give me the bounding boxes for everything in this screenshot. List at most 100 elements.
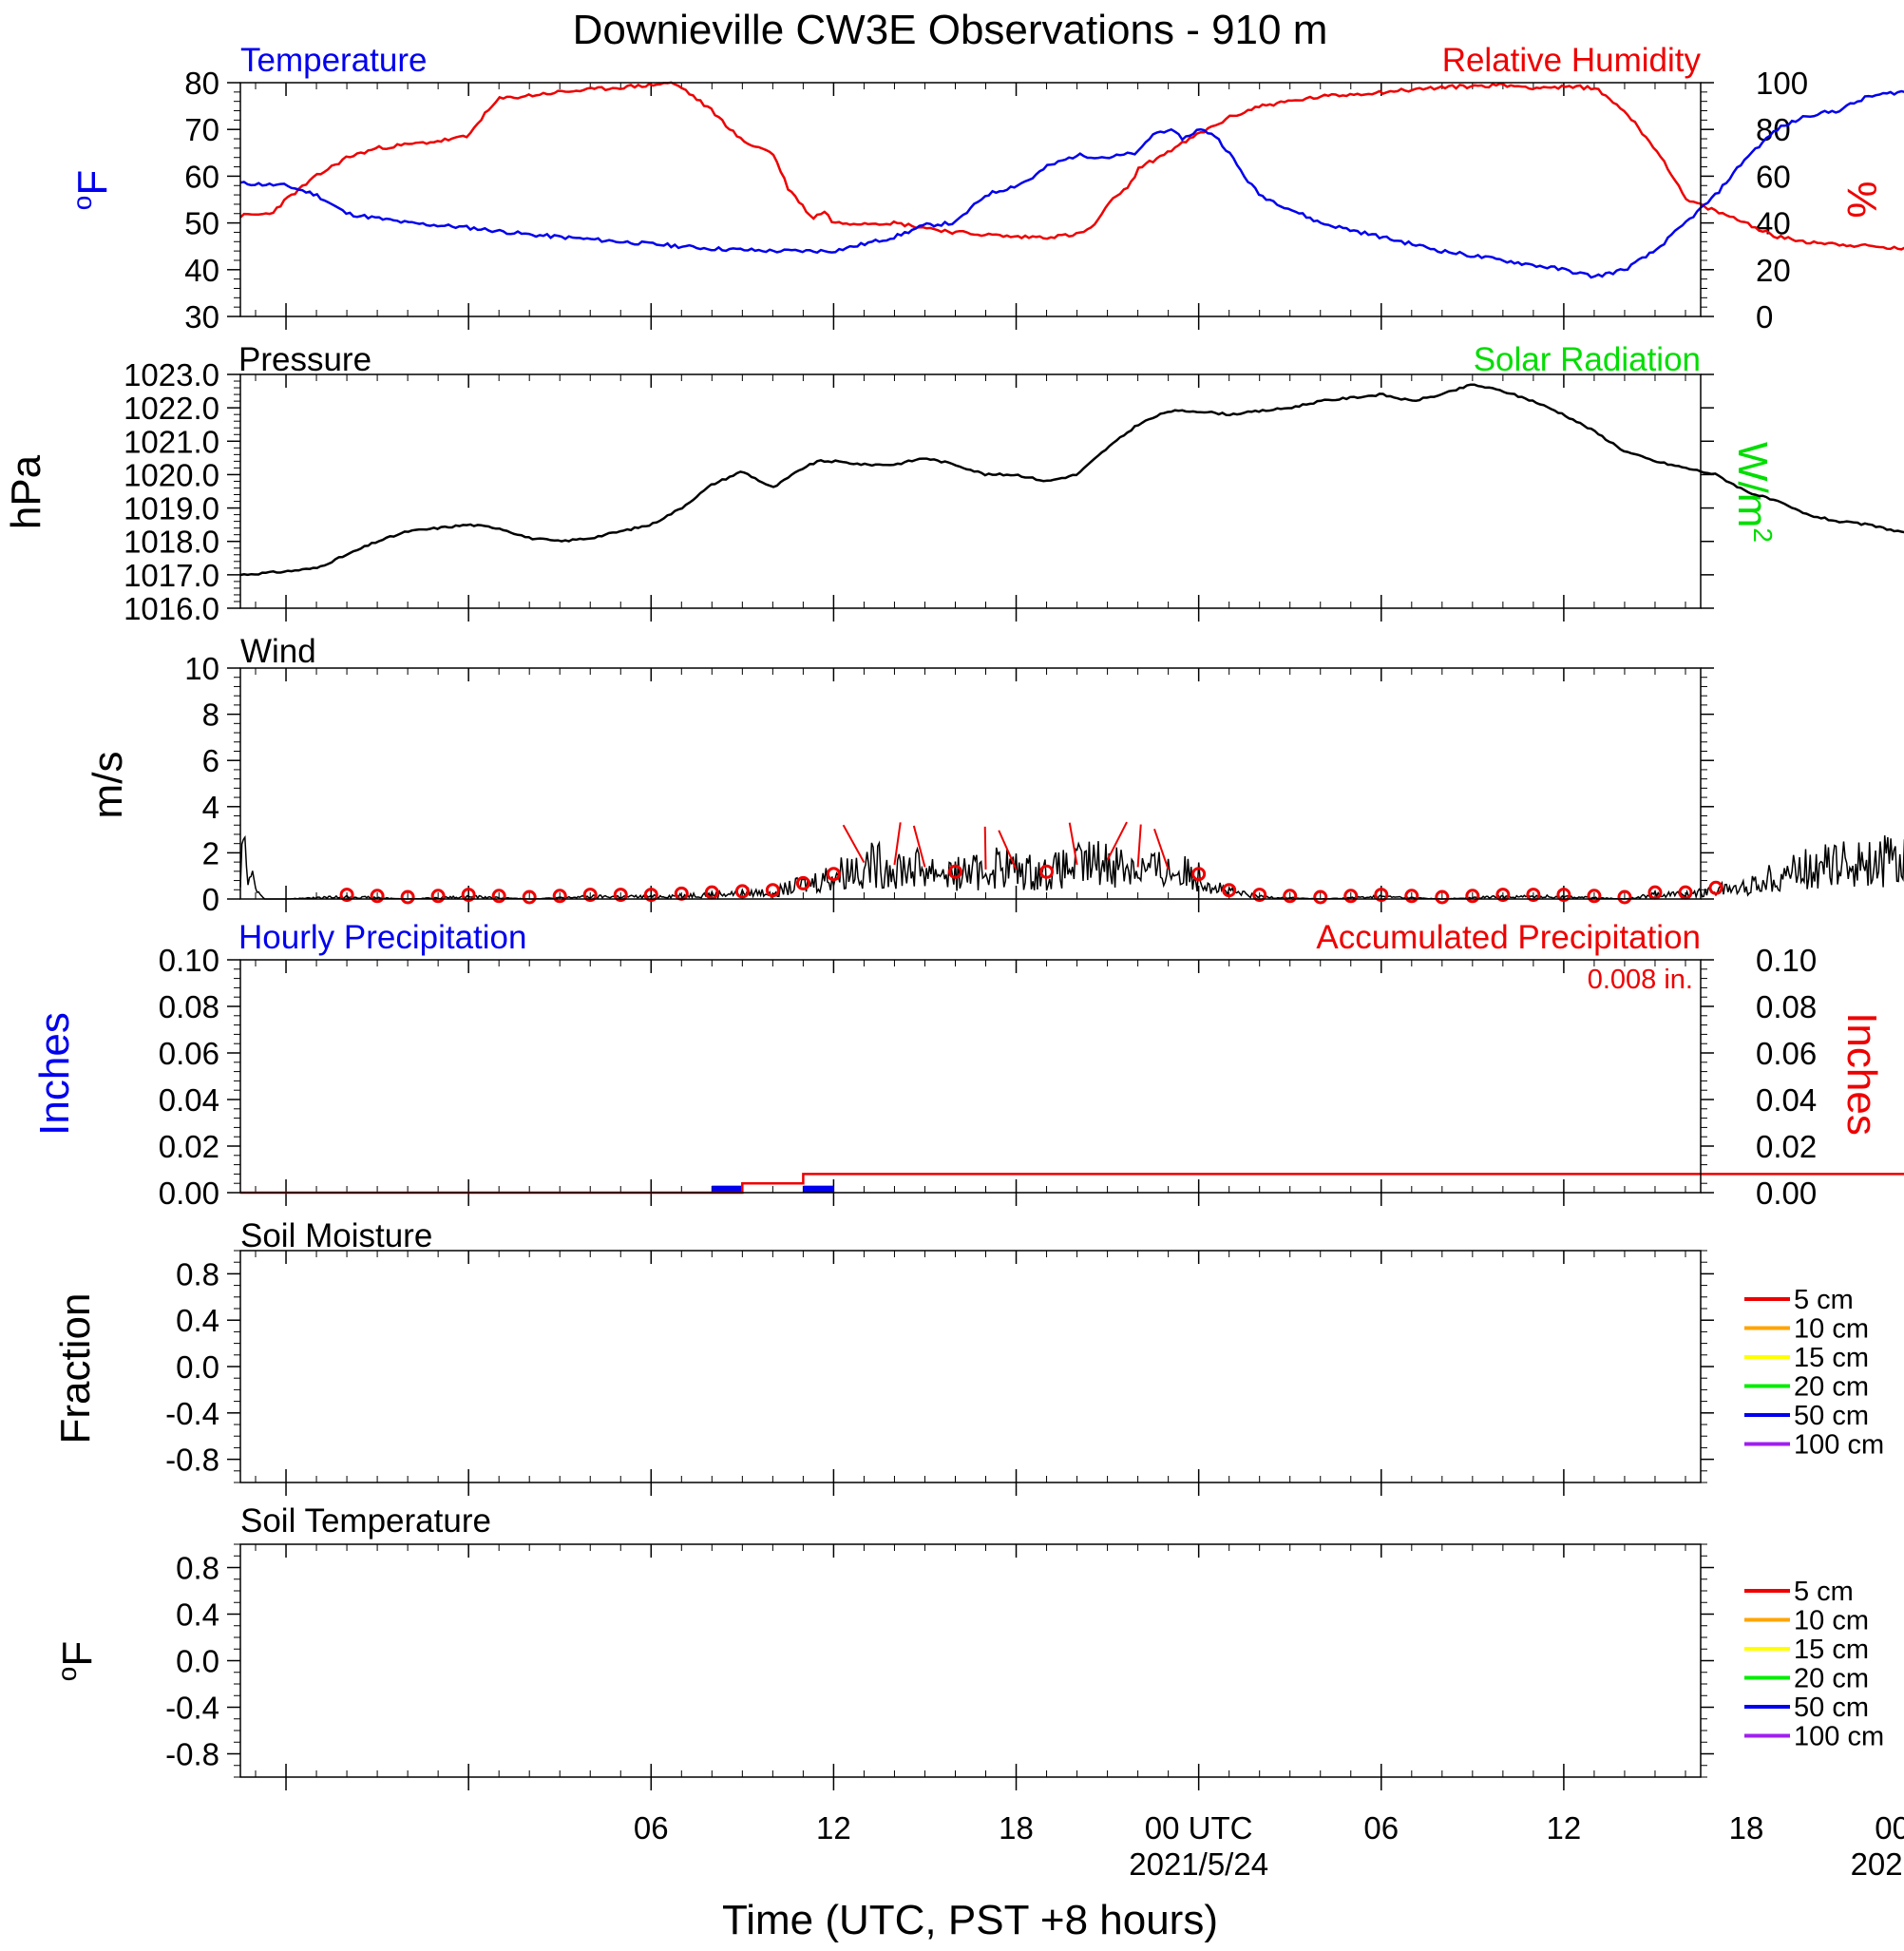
precip-left-axis-tick-label: 0.00 [159, 1176, 219, 1211]
pressure-axis-tick-label: 1021.0 [124, 424, 219, 459]
calm-wind-marker [1222, 883, 1237, 898]
calm-wind-marker [339, 888, 354, 903]
pressure-axis-tick-label: 1016.0 [124, 591, 219, 626]
accum-precip-label: Accumulated Precipitation [1316, 919, 1701, 956]
soil-moisture-legend-label: 15 cm [1794, 1343, 1869, 1373]
wind-barb [1106, 821, 1128, 861]
soil-moisture-unit: Fraction [52, 1293, 99, 1444]
hourly-precip-bar [803, 1185, 834, 1193]
precip-right-axis-tick-label: 0.08 [1756, 989, 1817, 1024]
calm-wind-marker [765, 883, 780, 898]
calm-wind-marker [1678, 885, 1693, 900]
precip-left-axis-tick-label: 0.04 [159, 1082, 219, 1118]
precip-right-axis-tick-label: 0.04 [1756, 1082, 1817, 1118]
precip-x-ticks [255, 960, 1686, 1206]
time-tick-label: 00 UTC [1145, 1810, 1253, 1846]
soil-moisture-panel: Soil Moisture Fraction -0.8 -0.4 0.0 0.4 0.8… [52, 1217, 1884, 1496]
chart-title: Downieville CW3E Observations - 910 m [573, 7, 1328, 53]
precip-plot-frame [239, 959, 1702, 1194]
calm-wind-marker [552, 889, 567, 904]
precip-left-axis-tick-label: 0.08 [159, 989, 219, 1024]
soil-moisture-x-ticks [255, 1251, 1686, 1496]
calm-wind-marker [795, 875, 810, 890]
calm-wind-marker [734, 884, 750, 899]
soil-moisture-plot-frame [239, 1250, 1702, 1483]
wind-barb [912, 825, 926, 868]
precip-right-unit: Inches [1838, 1012, 1885, 1136]
calm-wind-marker [1343, 889, 1359, 904]
calm-wind-marker [400, 889, 415, 905]
humidity-axis-tick-label: 80 [1756, 112, 1791, 147]
precip-left-axis-tick-label: 0.02 [159, 1129, 219, 1164]
soil-temperature-legend-label: 100 cm [1794, 1722, 1884, 1752]
soil-moisture-legend-label: 5 cm [1794, 1285, 1854, 1315]
calm-wind-marker [1647, 885, 1663, 900]
temperature-unit: oF [67, 170, 116, 210]
time-tick-label: 18 [999, 1810, 1034, 1846]
wind-barb [893, 822, 902, 866]
humidity-axis-tick-label: 20 [1756, 253, 1791, 288]
temperature-unit-degree: o [67, 196, 97, 211]
soil-temperature-unit: oF [52, 1641, 101, 1681]
soil-temperature-unit-degree: o [52, 1667, 82, 1682]
wind-panel: Wind m/s 0 2 4 6 8 10 [85, 633, 1904, 917]
pressure-plot-frame [239, 373, 1702, 609]
soil-temperature-legend-label: 5 cm [1794, 1577, 1854, 1607]
temperature-axis-tick-label: 50 [184, 206, 219, 241]
soil-moisture-legend-label: 20 cm [1794, 1372, 1869, 1403]
pressure-axis-tick-label: 1018.0 [124, 525, 219, 560]
pressure-axis-tick-label: 1023.0 [124, 357, 219, 392]
precip-panel: Hourly Precipitation Accumulated Precipi… [31, 919, 1904, 1211]
temperature-axis-tick-label: 70 [184, 112, 219, 147]
humidity-axis-tick-label: 100 [1756, 66, 1808, 101]
soil-temperature-x-ticks [255, 1544, 1686, 1790]
precip-right-axis-ticks: 0.00 0.02 0.04 0.06 0.08 0.10 [1701, 943, 1817, 1211]
hourly-precip-label: Hourly Precipitation [238, 919, 526, 956]
wind-barb [842, 824, 866, 864]
wind-barb [998, 830, 1018, 870]
soil-temperature-plot-frame [239, 1543, 1702, 1778]
wind-unit: m/s [85, 752, 131, 819]
temperature-plot-frame [239, 82, 1702, 317]
temperature-axis-tick-label: 80 [184, 66, 219, 101]
calm-wind-marker [1313, 889, 1328, 905]
soil-temperature-legend-label: 10 cm [1794, 1606, 1869, 1636]
hourly-precip-bar [712, 1185, 743, 1193]
calm-wind-marker [1252, 888, 1267, 903]
calm-wind-marker [582, 888, 598, 903]
time-tick-label: 12 [1547, 1810, 1582, 1846]
calm-wind-marker [643, 888, 658, 903]
soil-moisture-axis-tick-label: 0.8 [176, 1256, 219, 1291]
calm-wind-marker [491, 889, 506, 904]
calm-wind-marker [826, 867, 841, 882]
calm-wind-marker [370, 889, 385, 904]
precip-left-axis-tick-label: 0.10 [159, 943, 219, 978]
calm-wind-marker [1465, 889, 1480, 904]
temperature-axis-ticks: 30 40 50 60 70 80 [184, 66, 240, 335]
time-tick-label: 12 [816, 1810, 851, 1846]
soil-moisture-legend-label: 100 cm [1794, 1430, 1884, 1461]
date-label: 2021/05/25 [1851, 1846, 1904, 1882]
wind-axis-tick-label: 4 [202, 790, 219, 825]
soil-moisture-legend-label: 10 cm [1794, 1314, 1869, 1345]
calm-wind-marker [1617, 889, 1632, 905]
pressure-unit: hPa [3, 454, 49, 529]
time-tick-label: 06 [634, 1810, 669, 1846]
pressure-axis-tick-label: 1019.0 [124, 491, 219, 526]
temperature-axis-tick-label: 40 [184, 253, 219, 288]
temperature-unit-letter: F [69, 170, 116, 196]
solar-unit-sup: 2 [1748, 527, 1778, 543]
calm-wind-marker [1404, 889, 1419, 904]
solar-unit-text: W/m [1729, 442, 1776, 527]
time-tick-label: 06 [1363, 1810, 1399, 1846]
calm-wind-marker [1495, 888, 1511, 903]
calm-wind-marker [947, 864, 962, 879]
temperature-x-ticks [255, 83, 1686, 330]
soil-moisture-axis-tick-label: -0.4 [165, 1396, 219, 1431]
wind-barb [1068, 822, 1078, 866]
